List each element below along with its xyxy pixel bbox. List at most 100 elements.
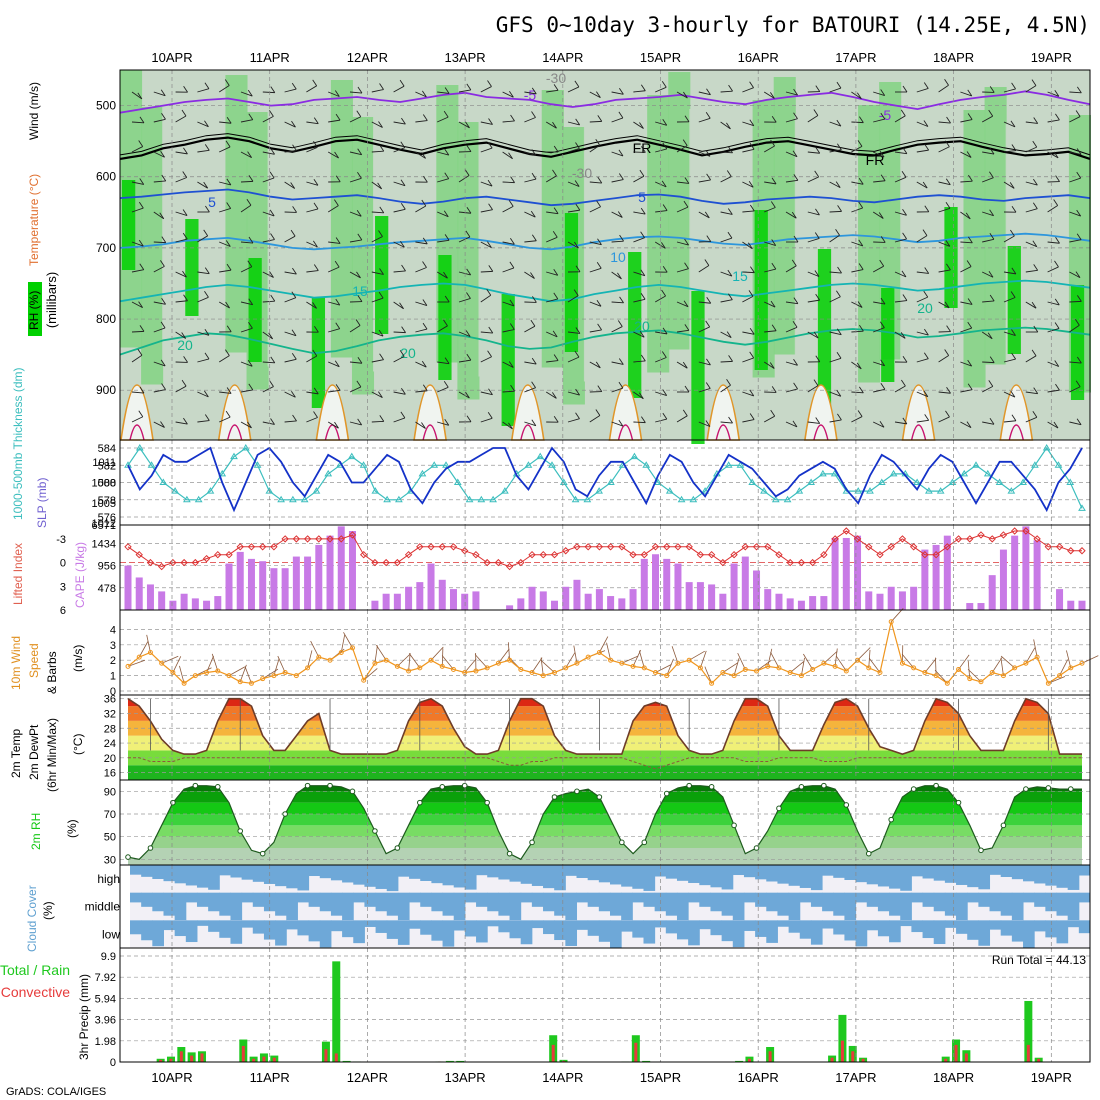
rh-band-fill [128, 836, 1082, 848]
wind-barb-flag [357, 418, 363, 426]
cape-bar [1033, 540, 1041, 610]
wind-barb [328, 389, 341, 393]
surface-plume-core [227, 424, 243, 441]
wind-barb [502, 151, 513, 160]
wind-barb-flag [464, 169, 470, 176]
surface-plume [901, 384, 936, 441]
day-label-bottom: 17APR [835, 1070, 876, 1085]
wind-barb [349, 91, 362, 94]
wind-barb [1003, 358, 1016, 363]
cloud-cover-cell [464, 865, 477, 890]
wind-barb [328, 328, 340, 333]
rh-band [773, 77, 796, 355]
cape-bar [685, 582, 693, 610]
wind-barb-flag [617, 320, 623, 327]
surface-wind-barb [441, 648, 444, 667]
wind-barb-flag [161, 298, 166, 305]
surface-wind-barb [408, 653, 411, 672]
wind-barb-flag [595, 361, 601, 369]
day-label-bottom: 13APR [444, 1070, 485, 1085]
wind-barb [1047, 241, 1060, 244]
grads-footer: GrADS: COLA/IGES [6, 1086, 106, 1098]
cloud-cover-cell [944, 920, 957, 928]
wind-speed-point [697, 665, 703, 671]
wind-barb [851, 269, 864, 273]
wind-barb-flag [1011, 414, 1017, 421]
wind-barb [611, 151, 624, 157]
wind-barb-flag [248, 383, 254, 391]
contour-label: -30 [546, 70, 566, 86]
wind-barb-flag [357, 172, 362, 179]
wind-barb-flag [335, 384, 341, 391]
wind-barb-flag [488, 203, 493, 210]
wind-barb-flag [684, 324, 690, 331]
wind-speed-point [147, 650, 153, 655]
cloud-cover-cell [163, 865, 176, 882]
cloud-cover-cell [286, 892, 298, 921]
wind-barb-flag [357, 357, 363, 364]
wind-barb [633, 421, 646, 424]
wind-barb [829, 210, 842, 213]
surface-wind-barb [138, 641, 149, 658]
wind-barb-flag [377, 182, 383, 190]
wind-barb-flag [989, 233, 995, 240]
lifted-index-point [988, 535, 996, 543]
wind-barb [698, 91, 711, 96]
cape-bar [124, 565, 132, 610]
thickness-point [1042, 444, 1051, 451]
wind-barb-flag [552, 392, 557, 399]
lifted-index-point [449, 543, 458, 551]
wind-barb-flag [509, 261, 515, 269]
thickness-point [760, 487, 768, 494]
precip-convective-bar [190, 1055, 194, 1062]
wind-barb-flag [662, 389, 668, 396]
wind-barb-flag [248, 175, 254, 182]
temp-tick-label: 36 [104, 694, 116, 706]
wind-barb-flag [401, 388, 406, 395]
precip-tick-label: 9.9 [101, 951, 116, 963]
wind-speed-point [810, 666, 816, 672]
wind-barb-flag [313, 264, 319, 271]
cape-bar [629, 589, 637, 610]
wind-barb-flag [793, 174, 799, 181]
precip-convective-bar [179, 1051, 183, 1062]
wind-barb [197, 271, 210, 275]
wind-barb [982, 238, 994, 243]
wind-barb-flag [747, 242, 753, 249]
wind-barb [480, 181, 493, 187]
precip-convective-bar [747, 1058, 751, 1062]
surface-wind-barb [1033, 639, 1038, 658]
cape-bar [169, 600, 177, 610]
wind-barb-flag [204, 144, 210, 151]
wind-barb [829, 391, 841, 397]
cloud-cover-cell [353, 892, 365, 903]
pressure-tick-label: 600 [96, 170, 116, 184]
cloud-layer-label: middle [85, 900, 121, 914]
thickness-point [559, 478, 568, 485]
cape-bar [180, 593, 188, 610]
cape-bar [135, 577, 143, 610]
wind-barb [415, 301, 428, 306]
cloud-cover-cell [130, 920, 142, 935]
cloud-cover-cell [375, 920, 388, 933]
wind-barb-flag [879, 421, 885, 428]
wind-barb [873, 361, 885, 367]
wind-barb [524, 151, 537, 156]
wind-barb [219, 181, 231, 186]
wind-barb-flag [183, 147, 188, 155]
wind-barb-flag [880, 383, 886, 390]
wind-barb-flag [1055, 113, 1060, 121]
wind-barb [742, 357, 754, 363]
cloud-cover-cell [420, 920, 432, 935]
wind-barb [611, 361, 624, 365]
rh-point [843, 802, 850, 808]
wind-barb-flag [749, 143, 755, 150]
wind-barb-flag [486, 289, 492, 296]
wind-barb-flag [1032, 411, 1038, 418]
cloud-cover-cell [509, 892, 522, 921]
rh-saturated-band [944, 207, 958, 308]
wind-barb-flag [379, 353, 384, 360]
wind-barb-flag [204, 352, 210, 360]
wind-barb-flag [335, 298, 341, 306]
cloud-cover-cell [130, 892, 142, 903]
